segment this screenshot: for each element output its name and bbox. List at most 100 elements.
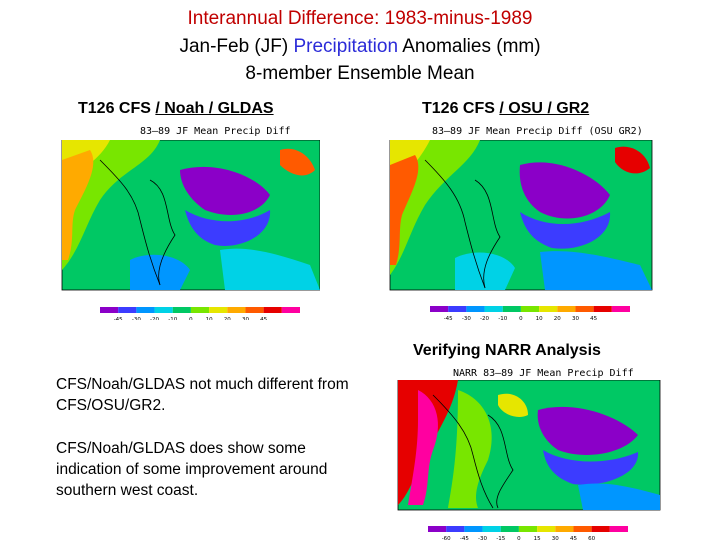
map-right-region [615,146,650,174]
map-left-coastline [149,179,176,286]
colorbar-tick-label: 45 [590,316,597,320]
map-right-coastline [474,179,501,289]
colorbar-swatch [591,526,610,532]
colorbar-swatch [500,526,519,532]
map-right-coastline [424,159,486,289]
colorbar-narr-labels: -60 -45 -30 -15 0 15 30 45 60 [442,536,596,540]
colorbar-right-swatches [430,306,630,312]
panel-title-right-underlined: / OSU / GR2 [499,100,590,117]
colorbar-swatch [209,307,228,313]
colorbar-tick-label: -30 [478,536,487,540]
colorbar-tick-label: -60 [442,536,451,540]
colorbar-swatch [464,526,483,532]
colorbar-swatch [573,526,592,532]
colorbar-swatch [520,306,540,312]
colorbar-swatch [136,307,155,313]
colorbar-swatch [575,306,594,312]
title-line-2-suffix: Anomalies (mm) [398,36,541,57]
colorbar-left-swatches [100,307,300,313]
colorbar-swatch [100,307,119,313]
panel-title-right-prefix: T126 CFS [422,100,500,117]
map-left-region [180,166,270,215]
panel-title-narr: Verifying NARR Analysis [413,342,601,359]
map-narr-coastline [432,394,494,509]
colorbar-tick-label: -45 [444,316,453,320]
colorbar-tick-label: -10 [168,317,177,320]
colorbar-swatch [446,526,465,532]
colorbar-tick-label: -15 [496,536,505,540]
title-line-2-prefix: Jan-Feb (JF) [179,36,294,57]
colorbar-tick-label: 0 [517,536,521,540]
title-line-3: 8-member Ensemble Mean [245,63,475,84]
colorbar-swatch [227,307,246,313]
colorbar-tick-label: 15 [534,536,541,540]
colorbar-tick-label: -30 [132,317,141,320]
colorbar-swatch [611,306,630,312]
title-line-1: Interannual Difference: 1983-minus-1989 [187,8,533,29]
colorbar-narr-swatches [428,526,628,532]
map-narr-region [498,393,528,417]
colorbar-swatch [448,306,467,312]
colorbar-swatch [154,307,173,313]
map-title-narr: NARR 83–89 JF Mean Precip Diff [453,368,634,379]
map-narr-region [448,390,492,508]
colorbar-swatch [118,307,137,313]
colorbar-swatch [502,306,521,312]
map-right-region [390,155,419,265]
colorbar-tick-label: 45 [260,317,267,320]
colorbar-swatch [555,526,574,532]
colorbar-tick-label: -20 [480,316,489,320]
colorbar-swatch [482,526,501,532]
colorbar-tick-label: -45 [114,317,123,320]
map-left-region [130,254,190,290]
map-right: -45 -30 -20 -10 0 10 20 30 45 [389,140,653,320]
panel-title-left: T126 CFS / Noah / GLDAS [78,100,274,118]
colorbar-swatch [281,307,300,313]
colorbar-swatch [484,306,503,312]
panel-title-left-prefix: T126 CFS [78,100,156,117]
map-left-region [62,150,94,260]
map-left-region [220,248,320,290]
title-line-2: Jan-Feb (JF) Precipitation Anomalies (mm… [0,36,720,58]
map-right-region [519,162,610,219]
colorbar-tick-label: 0 [189,317,193,320]
map-title-right: 83–89 JF Mean Precip Diff (OSU GR2) [432,126,643,137]
colorbar-swatch [430,306,449,312]
map-narr-region [408,390,438,505]
colorbar-tick-label: 20 [554,316,561,320]
map-left-coastline [99,159,161,286]
colorbar-swatch [593,306,612,312]
colorbar-tick-label: -30 [462,316,471,320]
map-right-region [540,251,652,290]
colorbar-tick-label: 10 [206,317,213,320]
map-narr-region [578,483,660,510]
colorbar-tick-label: 60 [588,536,595,540]
map-narr: -60 -45 -30 -15 0 15 30 45 60 [397,380,661,540]
colorbar-tick-label: -20 [150,317,159,320]
colorbar-tick-label: 30 [242,317,249,320]
colorbar-swatch [539,306,558,312]
colorbar-swatch [172,307,191,313]
colorbar-left-labels: -45 -30 -20 -10 0 10 20 30 45 [114,317,268,320]
colorbar-swatch [537,526,556,532]
colorbar-swatch [609,526,628,532]
note-2: CFS/Noah/GLDAS does show some indication… [56,440,328,499]
colorbar-tick-label: -10 [498,316,507,320]
note-1: CFS/Noah/GLDAS not much different from C… [56,376,349,414]
colorbar-tick-label: 10 [536,316,543,320]
colorbar-swatch [428,526,447,532]
map-right-region [520,212,611,249]
panel-title-left-underlined: / Noah / GLDAS [155,100,274,117]
colorbar-tick-label: 0 [519,316,523,320]
panel-title-right: T126 CFS / OSU / GR2 [422,100,589,118]
colorbar-swatch [466,306,485,312]
colorbar-tick-label: 20 [224,317,231,320]
map-title-left: 83–89 JF Mean Precip Diff [140,126,291,137]
map-left-region [280,148,315,176]
title-line-2-highlight: Precipitation [293,36,399,57]
colorbar-swatch [190,307,210,313]
map-narr-region [537,406,638,455]
map-narr-region [543,450,639,485]
map-narr-coastline [487,414,514,509]
colorbar-tick-label: -45 [460,536,469,540]
